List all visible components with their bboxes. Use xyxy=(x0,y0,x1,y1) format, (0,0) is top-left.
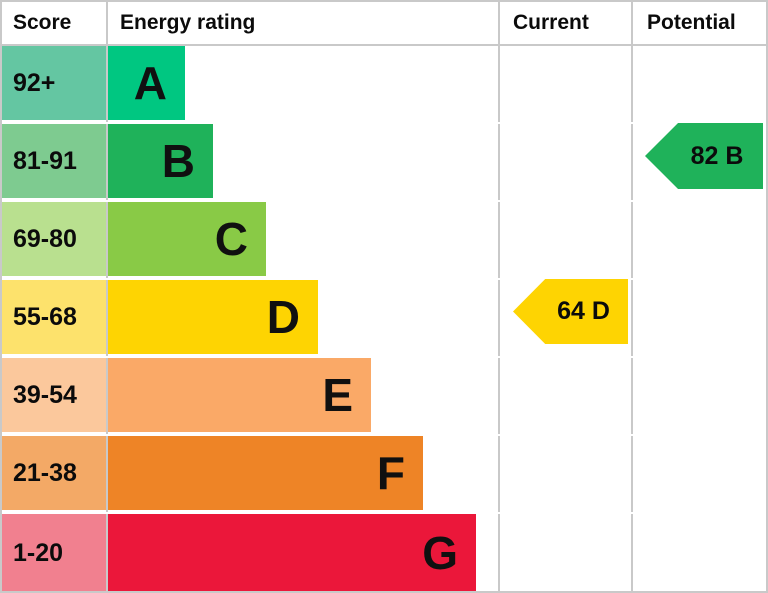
score-cell: 39-54 xyxy=(0,358,106,432)
header-potential: Potential xyxy=(647,11,736,34)
column-divider-current xyxy=(498,0,500,593)
band-row-g: 1-20 G xyxy=(0,514,768,592)
score-cell: 69-80 xyxy=(0,202,106,276)
current-rating-label: 64 D xyxy=(557,297,610,325)
band-letter: E xyxy=(322,369,353,421)
rating-bar: F xyxy=(108,436,423,510)
score-cell: 55-68 xyxy=(0,280,106,354)
score-cell: 92+ xyxy=(0,46,106,120)
score-cell: 81-91 xyxy=(0,124,106,198)
band-letter: B xyxy=(161,135,195,187)
table-header: Score Energy rating Current Potential xyxy=(0,0,768,44)
band-letter: A xyxy=(133,57,167,109)
band-row-d: 55-68 D xyxy=(0,280,768,358)
rating-bar: D xyxy=(108,280,318,354)
band-row-c: 69-80 C xyxy=(0,202,768,280)
score-cell: 1-20 xyxy=(0,514,106,592)
header-divider xyxy=(0,44,768,46)
column-divider-score xyxy=(106,0,108,593)
rating-bar: C xyxy=(108,202,266,276)
header-energy-rating: Energy rating xyxy=(120,11,256,34)
band-row-a: 92+ A xyxy=(0,46,768,124)
band-row-e: 39-54 E xyxy=(0,358,768,436)
band-row-b: 81-91 B xyxy=(0,124,768,202)
column-divider-potential xyxy=(631,0,633,593)
band-letter: F xyxy=(376,447,405,499)
score-cell: 21-38 xyxy=(0,436,106,510)
band-rows: 92+ A 81-91 B 69-80 C 55-68 D 39-54 E 21… xyxy=(0,46,768,592)
rating-bar: E xyxy=(108,358,371,432)
header-current: Current xyxy=(513,11,589,34)
band-letter: D xyxy=(266,291,300,343)
rating-bar: A xyxy=(108,46,185,120)
band-letter: C xyxy=(214,213,248,265)
potential-rating-label: 82 B xyxy=(690,141,744,170)
rating-bar: G xyxy=(108,514,476,592)
band-letter: G xyxy=(422,527,458,579)
band-row-f: 21-38 F xyxy=(0,436,768,514)
header-score: Score xyxy=(13,11,72,34)
rating-bar: B xyxy=(108,124,213,198)
